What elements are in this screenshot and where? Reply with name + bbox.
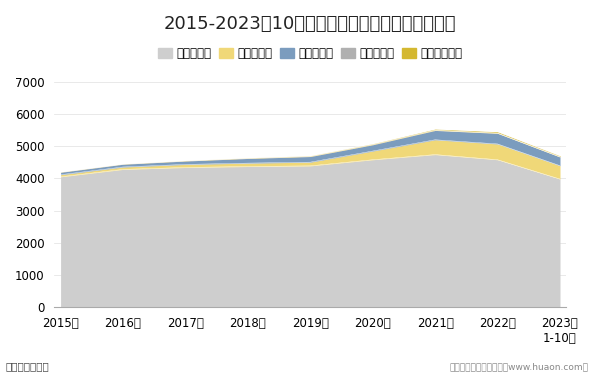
Legend: 火力发电量, 核能发电量, 风力发电量, 水力发电量, 太阳能发电量: 火力发电量, 核能发电量, 风力发电量, 水力发电量, 太阳能发电量 <box>158 47 463 60</box>
Text: 单位：亿千瓦时: 单位：亿千瓦时 <box>6 361 50 371</box>
Title: 2015-2023年10月江苏省各发电类型发电量统计图: 2015-2023年10月江苏省各发电类型发电量统计图 <box>164 15 457 33</box>
Text: 制图：华经产业研究院（www.huaon.com）: 制图：华经产业研究院（www.huaon.com） <box>449 362 588 371</box>
